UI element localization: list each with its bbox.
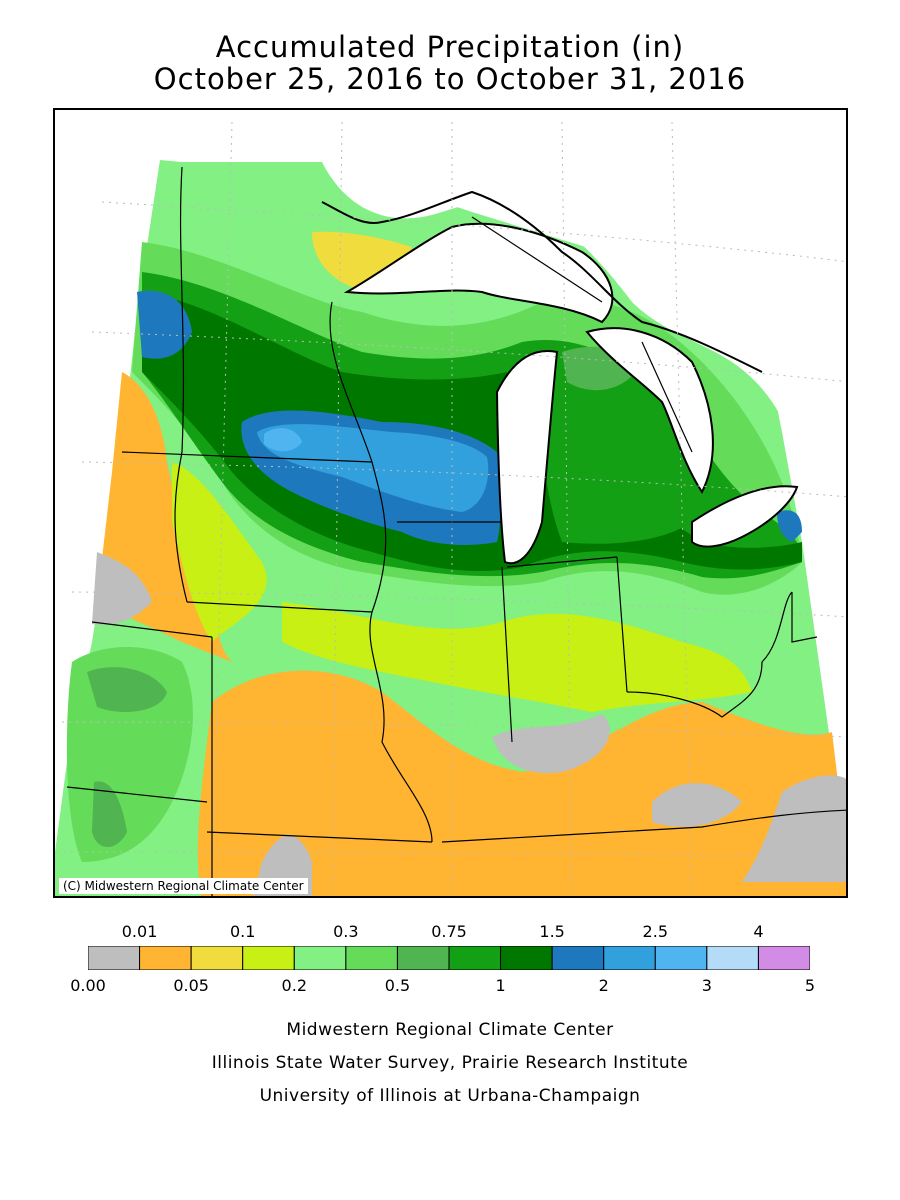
map-title: Accumulated Precipitation (in) [215,30,685,64]
ontario-coast [321,190,763,373]
lake-erie [691,485,799,548]
legend-lower-label: 0.2 [281,976,308,995]
legend-swatch [242,946,295,970]
map-canvas [55,110,846,896]
legend-swatch [551,946,605,970]
legend-upper-label: 4 [753,922,764,941]
wet-region-west-dark2 [92,781,127,847]
dry-region-grey-ky [652,783,742,827]
legend-lower-label: 1 [495,976,506,995]
legend-swatch [396,946,450,970]
state-borders [66,166,846,896]
credit-isws: Illinois State Water Survey, Prairie Res… [211,1053,689,1073]
legend-swatch [293,946,347,970]
wet-region-michigan [540,351,696,544]
lake-michigan [495,350,559,565]
heavy-rain-north-mn [137,290,192,359]
legend-upper-label: 2.5 [642,922,669,941]
dry-region-west-yellow [172,462,267,642]
dry-region-south [197,670,846,896]
precipitation-map: (C) Midwestern Regional Climate Center [53,108,848,898]
legend-lower-label: 5 [804,976,816,995]
credit-mrcc: Midwestern Regional Climate Center [286,1020,614,1040]
legend-upper-label: 0.1 [229,922,256,941]
legend-upper-label: 0.01 [121,922,158,941]
legend-lower-label: 0.5 [384,976,411,995]
dry-region-grey-south [492,714,610,774]
lake-huron [585,327,714,494]
band-yellow [282,602,752,712]
legend-swatch [139,946,192,970]
wet-region-west-dark [87,667,167,712]
legend-swatch [654,946,708,970]
credit-uiuc: University of Illinois at Urbana-Champai… [259,1086,641,1106]
heavy-rain-mn-wi-max [264,428,302,452]
legend-lower-label: 3 [701,976,712,995]
legend-upper-label: 0.3 [333,922,359,941]
legend-lower-label: 2 [598,976,609,995]
legend-swatch [757,946,810,970]
legend-swatch [500,946,553,970]
legend-upper-label: 0.75 [431,922,467,941]
legend-bar [88,946,810,970]
legend-lower-label: 0.00 [70,976,106,995]
map-date-range: October 25, 2016 to October 31, 2016 [153,62,747,96]
legend-swatch [448,946,502,970]
dry-region-grey-se [742,775,846,882]
canada-area [322,110,846,442]
graticule [56,121,846,896]
legend-swatch [706,946,759,970]
legend-swatch [190,946,244,970]
legend-swatch [603,946,656,970]
dry-region-grey-west [92,552,152,625]
legend-lower-label: 0.05 [173,976,209,995]
heavy-rain-mn-wi-core [257,424,489,512]
legend-swatch [345,946,398,970]
map-copyright: (C) Midwestern Regional Climate Center [59,878,308,894]
legend-upper-label: 1.5 [539,922,565,941]
heavy-rain-east [777,510,802,542]
lake-superior [343,222,614,324]
color-legend [88,946,810,970]
legend-swatch [88,946,141,970]
